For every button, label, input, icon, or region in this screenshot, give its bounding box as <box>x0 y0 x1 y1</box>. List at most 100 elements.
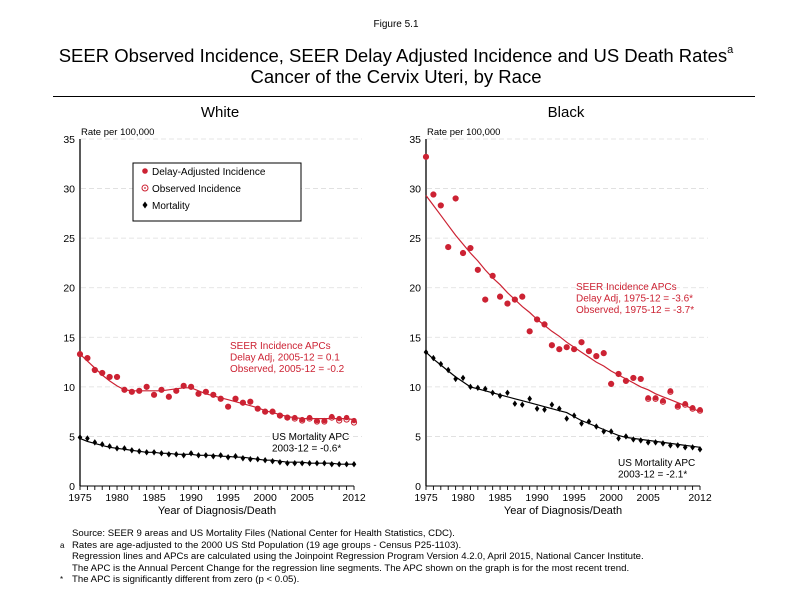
mortality-point <box>351 460 357 468</box>
delay-adjusted-point <box>482 296 488 303</box>
delay-adjusted-point <box>218 396 224 402</box>
mortality-point <box>166 451 172 458</box>
mortality-point <box>660 440 666 447</box>
x-tick-label: 1975 <box>68 492 92 504</box>
delay-adjusted-point <box>697 406 703 413</box>
delay-adjusted-point <box>329 413 335 420</box>
mortality-point <box>608 428 614 435</box>
delay-adjusted-point <box>240 400 246 406</box>
delay-adjusted-point <box>255 405 261 412</box>
delay-adjusted-point <box>343 414 350 421</box>
incidence-apc-annotation: SEER Incidence APCs <box>576 282 677 293</box>
y-tick-label: 0 <box>69 481 75 493</box>
x-tick-label: 1980 <box>105 492 129 504</box>
mortality-point <box>690 444 695 451</box>
delay-adjusted-point <box>475 267 481 273</box>
delay-adjusted-point <box>682 401 688 407</box>
mortality-point <box>255 456 261 463</box>
mortality-point <box>92 439 98 446</box>
delay-adjusted-point <box>129 389 135 395</box>
mortality-point <box>594 423 599 430</box>
x-tick-label: 2000 <box>253 492 277 504</box>
delay-adjusted-point <box>136 388 142 394</box>
delay-adjusted-point <box>173 388 179 394</box>
delay-adjusted-point <box>314 417 320 424</box>
delay-adjusted-point <box>623 378 629 384</box>
delay-adjusted-point <box>615 371 622 377</box>
delay-adjusted-point <box>210 392 216 398</box>
y-tick-label: 15 <box>409 332 421 344</box>
delay-adjusted-point <box>541 321 548 328</box>
legend-label: Observed Incidence <box>152 184 241 195</box>
x-tick-label: 2005 <box>636 492 660 504</box>
mortality-point <box>210 453 216 460</box>
mortality-point <box>638 437 644 444</box>
mortality-point <box>203 452 209 459</box>
mortality-point <box>534 405 540 412</box>
delay-adjusted-point <box>284 414 291 421</box>
delay-adjusted-point <box>593 353 600 359</box>
mortality-point <box>218 452 224 459</box>
title-text: SEER Observed Incidence, SEER Delay Adju… <box>58 45 728 66</box>
delay-adjusted-point <box>519 293 525 300</box>
footer-regression-note: Regression lines and APCs are calculated… <box>72 551 644 563</box>
delay-adjusted-point <box>660 398 666 404</box>
mortality-point <box>225 454 231 461</box>
delay-adjusted-point <box>247 399 254 405</box>
delay-adjusted-point <box>203 389 209 395</box>
delay-adjusted-point <box>452 195 459 202</box>
delay-adjusted-point <box>114 374 120 380</box>
mortality-point <box>248 456 253 463</box>
y-tick-label: 5 <box>415 431 421 443</box>
incidence-apc-annotation: Delay Adj, 1975-12 = -3.6* <box>576 294 693 305</box>
delay-adjusted-point <box>564 344 570 350</box>
delay-adjusted-point <box>512 296 518 303</box>
mortality-point <box>549 401 555 408</box>
y-tick-label: 10 <box>409 382 421 394</box>
delay-adjusted-point <box>188 384 194 390</box>
delay-adjusted-point <box>151 392 157 398</box>
x-tick-label: 1990 <box>525 492 549 504</box>
footer-age-adjust-note: Rates are age-adjusted to the 2000 US St… <box>72 539 462 551</box>
delay-adjusted-point <box>578 339 585 345</box>
mortality-point <box>307 459 312 467</box>
legend-box <box>132 162 302 222</box>
delay-adjusted-point <box>571 346 577 352</box>
delay-adjusted-point <box>504 300 511 307</box>
incidence-trend-line <box>425 195 701 413</box>
delay-adjusted-point <box>351 417 357 424</box>
y-tick-label: 30 <box>409 184 421 196</box>
mortality-point <box>453 375 458 383</box>
title-footnote-mark: a <box>727 43 734 56</box>
incidence-apc-annotation: SEER Incidence APCs <box>230 341 331 352</box>
x-tick-label: 2000 <box>599 492 623 504</box>
delay-adjusted-point <box>269 408 276 415</box>
delay-adjusted-point <box>423 154 429 160</box>
mortality-point <box>564 415 570 422</box>
footer-source: Source: SEER 9 areas and US Mortality Fi… <box>72 528 455 539</box>
mortality-point <box>616 435 621 442</box>
mortality-apc-annotation: 2003-12 = -2.1* <box>618 470 687 481</box>
mortality-point <box>482 385 488 393</box>
mortality-point <box>579 420 584 427</box>
mortality-point <box>490 389 495 397</box>
delay-adjusted-point <box>445 244 451 250</box>
mortality-point <box>136 448 142 455</box>
delay-adjusted-point <box>225 403 231 410</box>
mortality-apc-annotation: US Mortality APC <box>618 458 695 469</box>
footnote-mark-a: a <box>60 540 65 550</box>
delay-adjusted-point <box>675 402 681 409</box>
delay-adjusted-point <box>158 387 165 393</box>
delay-adjusted-point <box>166 394 172 400</box>
mortality-point <box>122 445 127 452</box>
delay-adjusted-point <box>652 395 659 401</box>
mortality-point <box>631 436 636 443</box>
y-tick-label: 20 <box>409 283 421 295</box>
chart-title-line2: Cancer of the Cervix Uteri, by Race <box>250 66 542 87</box>
mortality-point <box>292 459 298 467</box>
mortality-point <box>181 452 186 459</box>
y-tick-label: 20 <box>63 283 75 295</box>
y-axis-label: Rate per 100,000 <box>81 127 154 138</box>
panel-title: White <box>201 104 239 121</box>
delay-adjusted-point <box>232 396 239 402</box>
